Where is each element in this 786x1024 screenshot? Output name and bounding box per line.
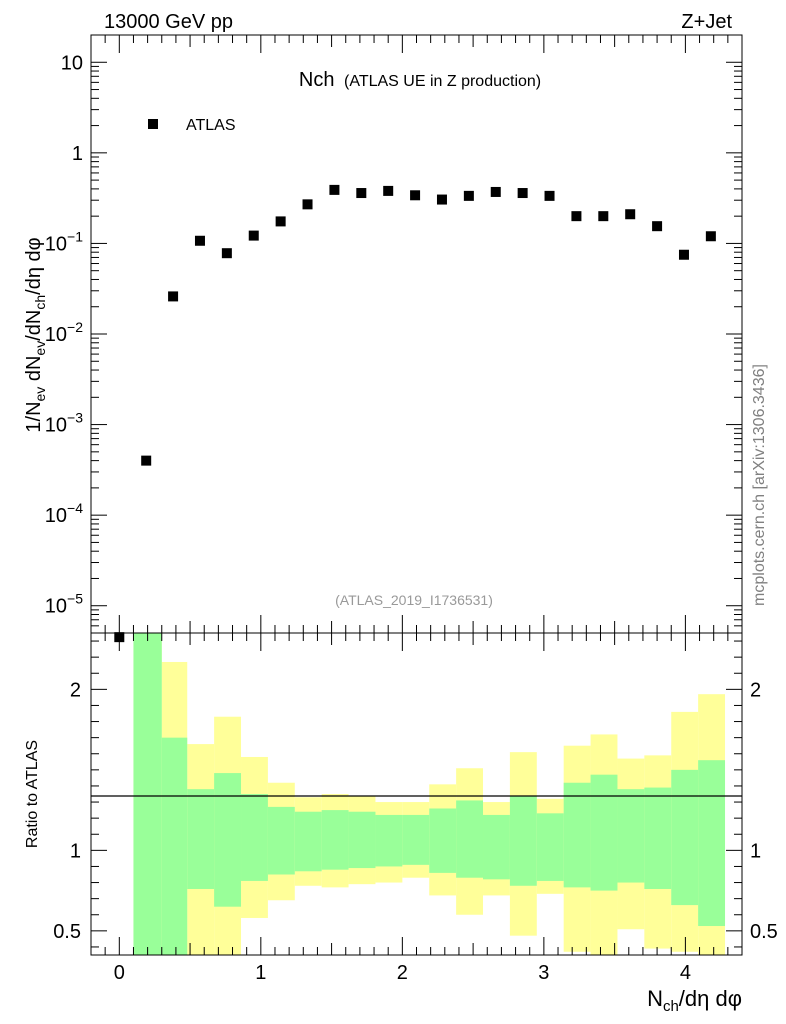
y-tick-label: 10−4 bbox=[45, 500, 83, 527]
data-point bbox=[168, 291, 179, 302]
main-panel: 10−5 10−4 10−3 10−2 10−1 1 10 Nch (ATLAS UE in… bbox=[23, 34, 743, 643]
ratio-band-bin-stat bbox=[267, 806, 295, 875]
chart-title: Nch (ATLAS UE in Z production) bbox=[299, 69, 541, 91]
ratio-y-tick-label-right: 1 bbox=[750, 840, 761, 862]
data-point bbox=[356, 188, 367, 199]
data-point bbox=[141, 455, 152, 466]
data-point bbox=[652, 221, 663, 232]
x-tick-label: 2 bbox=[397, 962, 408, 984]
ratio-band-bin-stat bbox=[644, 787, 672, 889]
data-point bbox=[410, 190, 421, 201]
ratio-band-bin-stat bbox=[375, 814, 403, 867]
ratio-band-bin-stat bbox=[241, 794, 268, 881]
ratio-band-bin-stat bbox=[429, 808, 457, 873]
ratio-band-bin-stat bbox=[617, 789, 645, 883]
data-point bbox=[517, 188, 528, 199]
ratio-band-bin-stat bbox=[483, 814, 510, 880]
ratio-band-bin-stat bbox=[456, 800, 484, 878]
ratio-panel: 0 1 2 3 4 0.5 0.5 1 1 2 2 Ratio to ATLAS bbox=[24, 632, 778, 984]
process-label: Z+Jet bbox=[681, 11, 732, 33]
x-axis-label: Nch/dη dφ bbox=[647, 986, 742, 1015]
collision-energy-label: 13000 GeV pp bbox=[104, 11, 233, 33]
ratio-band-bin-stat bbox=[161, 737, 188, 955]
chart-title-sub: (ATLAS UE in Z production) bbox=[344, 73, 541, 90]
y-tick-label: 10−5 bbox=[45, 591, 83, 618]
ratio-band-bin-stat bbox=[321, 810, 349, 870]
ratio-band-bin-stat bbox=[509, 795, 537, 886]
data-point bbox=[463, 190, 474, 201]
ratio-y-tick-label-right: 2 bbox=[750, 679, 761, 701]
ratio-band-bin-stat bbox=[187, 789, 215, 889]
data-point bbox=[625, 209, 636, 220]
data-point bbox=[544, 190, 555, 201]
x-tick-label: 1 bbox=[255, 962, 266, 984]
ratio-band-bin-stat bbox=[348, 811, 376, 869]
data-point bbox=[302, 199, 313, 210]
ratio-band-bin-stat bbox=[294, 811, 322, 872]
legend-marker-atlas bbox=[148, 119, 158, 129]
ratio-bands bbox=[133, 633, 726, 955]
main-axis-ticks: 10−5 10−4 10−3 10−2 10−1 1 10 bbox=[45, 34, 743, 633]
data-point bbox=[571, 211, 582, 222]
ratio-band-bin-stat bbox=[536, 813, 564, 881]
main-y-axis-label: 1/Nev dNev/dNch/dη dφ bbox=[23, 237, 48, 432]
ratio-y-tick-label: 2 bbox=[70, 679, 81, 701]
y-tick-label: 1 bbox=[72, 143, 83, 165]
ratio-y-tick-label: 1 bbox=[70, 840, 81, 862]
ratio-y-tick-label-right: 0.5 bbox=[750, 921, 778, 943]
data-point bbox=[248, 230, 259, 241]
data-points bbox=[114, 184, 716, 643]
data-point bbox=[705, 231, 716, 242]
data-point bbox=[329, 184, 340, 195]
data-point bbox=[275, 216, 286, 227]
data-point bbox=[383, 185, 394, 196]
legend: ATLAS bbox=[148, 117, 236, 134]
data-point bbox=[221, 248, 232, 259]
x-tick-label: 3 bbox=[538, 962, 549, 984]
side-credit-label: mcplots.cern.ch [arXiv:1306.3436] bbox=[751, 364, 768, 606]
ratio-band-bin-stat bbox=[133, 633, 162, 955]
y-tick-label: 10−3 bbox=[45, 410, 83, 437]
analysis-label: (ATLAS_2019_I1736531) bbox=[335, 592, 493, 608]
ratio-band-bin-stat bbox=[563, 782, 591, 888]
y-tick-label: 10−1 bbox=[45, 228, 83, 255]
ratio-band-bin-stat bbox=[590, 774, 618, 891]
x-tick-label: 4 bbox=[680, 962, 691, 984]
data-point bbox=[678, 249, 689, 260]
data-point bbox=[194, 235, 205, 246]
y-tick-label: 10−2 bbox=[45, 319, 83, 346]
y-tick-label: 10 bbox=[61, 52, 83, 74]
data-point bbox=[598, 211, 609, 222]
ratio-band-bin-stat bbox=[402, 814, 430, 865]
x-tick-label: 0 bbox=[114, 962, 125, 984]
data-point bbox=[436, 194, 447, 205]
ratio-axis-ticks: 0 1 2 3 4 0.5 0.5 1 1 2 2 bbox=[53, 633, 778, 984]
chart-title-main: Nch bbox=[299, 69, 335, 91]
data-point bbox=[490, 186, 501, 197]
ratio-y-tick-label: 0.5 bbox=[53, 921, 81, 943]
ratio-band-bin-stat bbox=[214, 773, 242, 907]
ratio-band-bin-stat bbox=[671, 769, 699, 906]
ratio-y-axis-label: Ratio to ATLAS bbox=[24, 740, 41, 848]
ratio-band-bin-stat bbox=[698, 760, 726, 927]
legend-label-atlas: ATLAS bbox=[186, 117, 236, 134]
